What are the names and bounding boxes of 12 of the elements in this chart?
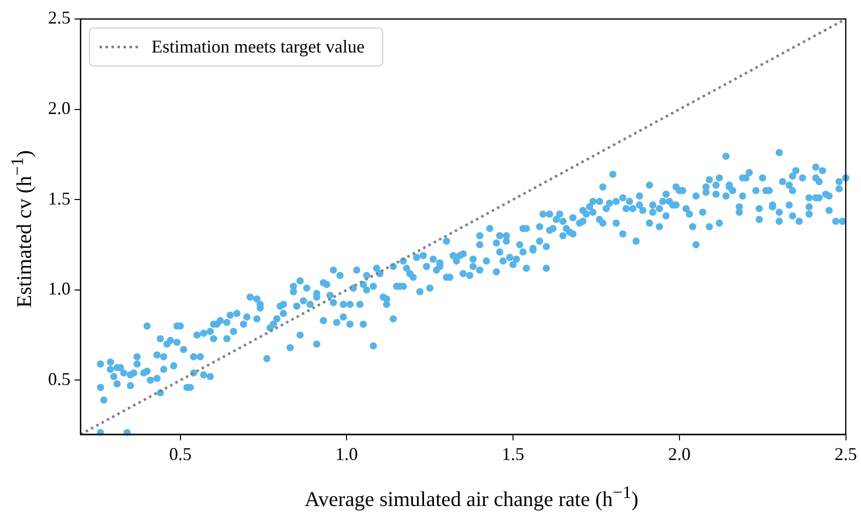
- x-tick-label: 2.0: [668, 444, 691, 464]
- x-axis-title: Average simulated air change rate (h$^{−1}$): [304, 482, 640, 512]
- y-tick-label: 0.5: [48, 368, 70, 389]
- x-tick-label: 1.0: [335, 444, 358, 464]
- y-tick-label: 2.5: [48, 8, 70, 28]
- x-tick-label: 1.5: [502, 444, 524, 464]
- y-tick-label: 1.5: [48, 188, 70, 208]
- x-tick-label: 2.5: [834, 444, 857, 464]
- legend-label: Estimation meets target value: [152, 36, 365, 57]
- y-tick-label: 1.0: [48, 278, 70, 299]
- x-tick-label: 0.5: [169, 444, 192, 464]
- y-tick-label: 2.0: [48, 98, 70, 118]
